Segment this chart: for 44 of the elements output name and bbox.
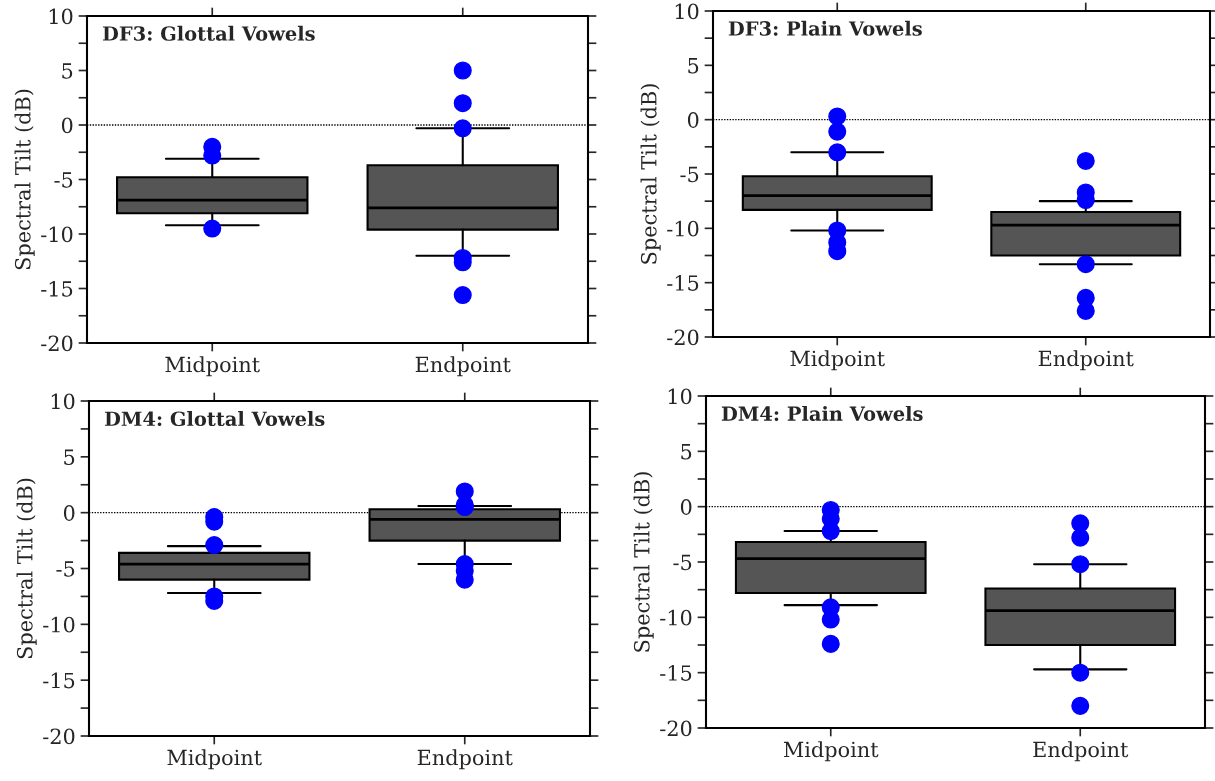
- chart-title: DM4: Plain Vowels: [721, 405, 923, 422]
- y-tick-label: 5: [62, 63, 73, 79]
- y-tick-label: 10: [675, 3, 699, 20]
- y-tick-label: -15: [43, 672, 75, 689]
- y-tick-label: 10: [49, 8, 73, 25]
- y-axis-title: Spectral Tilt (dB): [633, 472, 654, 652]
- x-tick-label: Midpoint: [783, 741, 879, 762]
- y-tick-label: 0: [680, 499, 692, 515]
- x-tick-label: Midpoint: [790, 350, 885, 371]
- y-tick-label: -20: [43, 728, 75, 745]
- chart-title: DM4: Glottal Vowels: [104, 411, 325, 427]
- y-tick-label: -5: [680, 166, 699, 183]
- y-axis-title: Spectral Tilt (dB): [640, 84, 661, 264]
- y-tick-label: -10: [667, 220, 699, 237]
- y-tick-label: -20: [667, 329, 699, 346]
- y-tick-label: 5: [681, 444, 692, 460]
- y-tick-label: -10: [660, 609, 692, 626]
- x-tick-label: Endpoint: [417, 749, 513, 770]
- y-tick-label: -20: [660, 720, 692, 737]
- y-axis-title: Spectral Tilt (dB): [16, 478, 37, 659]
- x-tick-label: Endpoint: [415, 356, 511, 377]
- y-tick-label: -10: [41, 226, 73, 243]
- y-tick-label: 5: [64, 449, 75, 466]
- y-tick-label: 5: [688, 58, 699, 74]
- x-tick-label: Endpoint: [1033, 741, 1129, 762]
- y-tick-label: 0: [63, 505, 75, 521]
- chart-title: DF3: Glottal Vowels: [102, 25, 315, 41]
- y-tick-label: -10: [43, 616, 75, 633]
- y-tick-label: -15: [667, 275, 699, 291]
- x-tick-label: Midpoint: [167, 749, 262, 770]
- y-tick-label: 0: [61, 117, 73, 134]
- y-tick-label: -20: [41, 335, 73, 352]
- y-tick-label: 10: [668, 388, 692, 405]
- y-tick-label: -5: [56, 561, 75, 577]
- x-tick-label: Midpoint: [165, 356, 260, 377]
- x-tick-label: Endpoint: [1038, 350, 1134, 371]
- y-tick-label: -15: [660, 665, 692, 681]
- y-tick-label: -5: [54, 172, 73, 188]
- y-tick-label: 10: [51, 393, 75, 410]
- y-tick-label: -15: [41, 280, 73, 297]
- y-axis-title: Spectral Tilt (dB): [14, 89, 35, 270]
- y-tick-label: 0: [687, 112, 699, 128]
- chart-title: DF3: Plain Vowels: [728, 20, 922, 36]
- y-tick-label: -5: [673, 554, 692, 571]
